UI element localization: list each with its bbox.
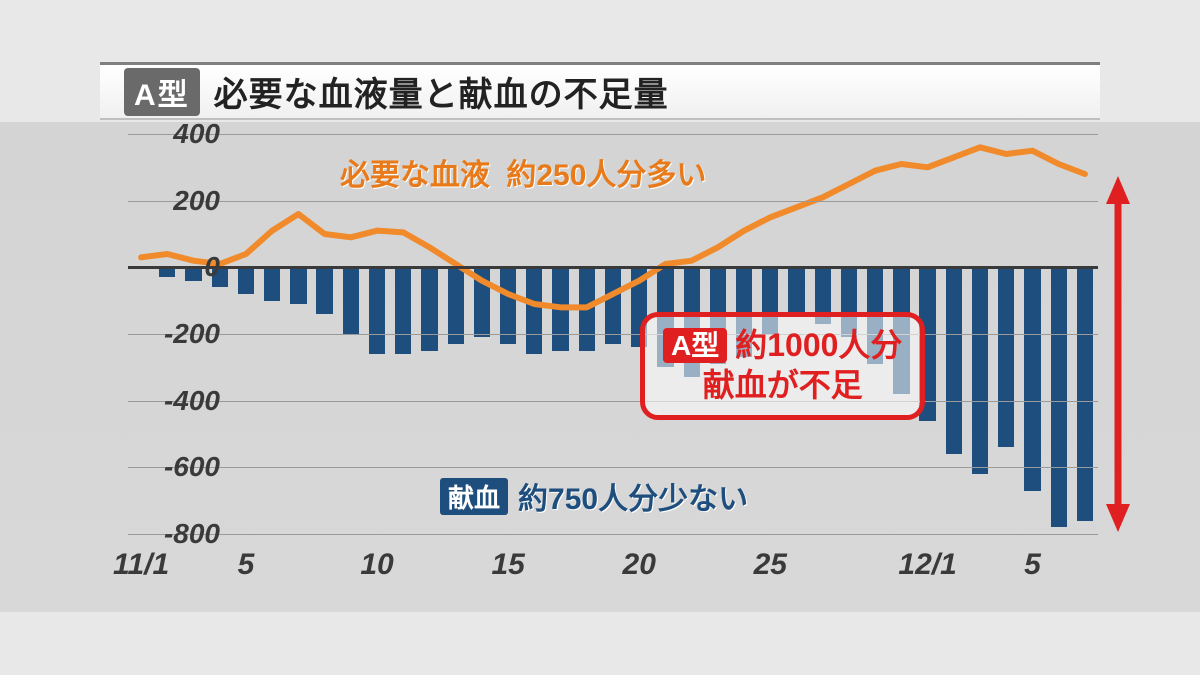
- x-tick-label: 15: [491, 548, 524, 582]
- y-tick-label: 200: [120, 185, 220, 217]
- title-bar: A型 必要な血液量と献血の不足量: [100, 62, 1100, 120]
- x-tick-label: 25: [754, 548, 787, 582]
- shortage-callout: A型 約1000人分 献血が不足: [640, 312, 925, 420]
- annotation-needed-blood: 必要な血液 約250人分多い: [340, 150, 706, 194]
- grid-line: [128, 201, 1098, 202]
- chart-area: 11/1 5 10 15 20 25 12/1 5 必要な血液 約250人分多い 献血 約75…: [0, 122, 1200, 612]
- annotation-donation: 献血 約750人分少ない: [440, 474, 748, 518]
- callout-line1: 約1000人分: [735, 325, 902, 365]
- grid-line: [128, 134, 1098, 135]
- grid-line: [128, 467, 1098, 468]
- callout-line2: 献血が不足: [663, 365, 902, 405]
- title-text: 必要な血液量と献血の不足量: [214, 67, 669, 116]
- range-arrow: [1100, 134, 1136, 534]
- annot-top-label: 必要な血液: [340, 159, 490, 192]
- y-tick-label: 0: [120, 251, 220, 283]
- x-tick-label: 12/1: [898, 548, 956, 582]
- grid-line: [128, 266, 1098, 269]
- grid-line: [128, 334, 1098, 335]
- x-tick-label: 11/1: [113, 548, 169, 582]
- y-tick-label: -600: [120, 451, 220, 483]
- annot-bottom-value: 約750人分少ない: [518, 474, 748, 518]
- y-tick-label: -200: [120, 318, 220, 350]
- title-badge: A型: [124, 68, 200, 116]
- annot-bottom-label: 献血: [440, 478, 508, 515]
- x-axis-labels: 11/151015202512/15: [128, 540, 1098, 588]
- y-tick-label: 400: [120, 118, 220, 150]
- grid-line: [128, 534, 1098, 535]
- x-tick-label: 20: [623, 548, 656, 582]
- callout-badge: A型: [663, 328, 727, 363]
- x-tick-label: 5: [238, 548, 255, 582]
- grid-line: [128, 401, 1098, 402]
- y-tick-label: -800: [120, 518, 220, 550]
- x-tick-label: 5: [1024, 548, 1041, 582]
- x-tick-label: 10: [360, 548, 393, 582]
- annot-top-value: 約250人分多い: [506, 159, 706, 192]
- y-tick-label: -400: [120, 385, 220, 417]
